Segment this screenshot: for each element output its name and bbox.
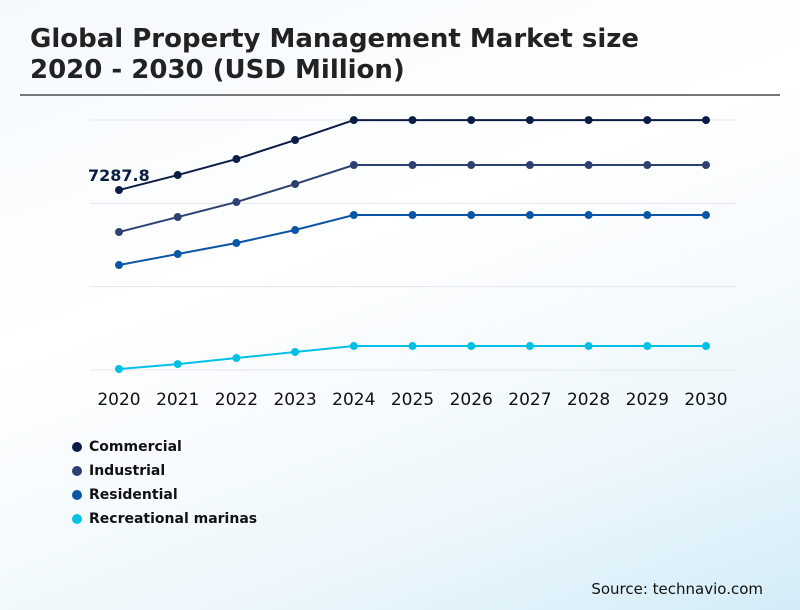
data-point (643, 342, 652, 351)
data-point (584, 342, 593, 351)
data-point (408, 211, 417, 220)
legend-dot-icon (72, 514, 82, 524)
data-point (702, 116, 710, 125)
data-point (115, 261, 123, 270)
data-point (349, 116, 358, 125)
legend-label: Recreational marinas (89, 511, 258, 527)
x-tick-label: 2022 (215, 390, 258, 410)
data-point (525, 161, 534, 170)
data-point (467, 161, 476, 170)
legend-item: Residential (72, 483, 257, 507)
data-point (349, 161, 358, 170)
x-tick-label: 2027 (508, 390, 551, 410)
data-label: 7287.8 (88, 166, 150, 185)
data-point (115, 228, 123, 237)
legend-dot-icon (72, 466, 82, 476)
data-point (643, 116, 652, 125)
data-point (173, 213, 182, 222)
data-point (467, 211, 476, 220)
x-tick-label: 2026 (450, 390, 493, 410)
data-point (584, 161, 593, 170)
data-point (525, 342, 534, 351)
title-divider (20, 94, 780, 96)
legend-label: Commercial (89, 439, 182, 455)
data-point (702, 161, 710, 170)
x-tick-label: 2021 (156, 390, 199, 410)
chart-title: Global Property Management Market size 2… (30, 24, 639, 86)
data-point (232, 198, 241, 207)
data-point (232, 354, 241, 363)
data-point (408, 342, 417, 351)
source-label: Source: technavio.com (591, 580, 763, 598)
title-line-2: 2020 - 2030 (USD Million) (30, 55, 405, 85)
legend-dot-icon (72, 442, 82, 452)
data-point (525, 211, 534, 220)
x-tick-label: 2028 (567, 390, 610, 410)
series-line-industrial (118, 164, 706, 233)
data-point (291, 226, 300, 235)
x-tick-label: 2023 (273, 390, 316, 410)
x-tick-label: 2020 (97, 390, 140, 410)
data-point (349, 211, 358, 220)
data-point (291, 180, 300, 189)
legend-item: Commercial (72, 435, 257, 459)
x-tick-label: 2029 (626, 390, 669, 410)
series-line-commercial (118, 119, 706, 192)
data-point (115, 186, 123, 195)
data-point (702, 342, 710, 351)
data-point (232, 239, 241, 248)
legend-item: Recreational marinas (72, 507, 257, 531)
data-point (643, 161, 652, 170)
x-tick-label: 2025 (391, 390, 434, 410)
legend-dot-icon (72, 490, 82, 500)
x-tick-label: 2024 (332, 390, 375, 410)
data-point (115, 365, 123, 374)
data-point (525, 116, 534, 125)
data-point (467, 342, 476, 351)
data-point (643, 211, 652, 220)
data-point (173, 250, 182, 259)
x-tick-label: 2030 (684, 390, 727, 410)
legend-label: Residential (89, 487, 178, 503)
data-point (408, 161, 417, 170)
data-point (232, 155, 241, 164)
title-line-1: Global Property Management Market size (30, 24, 640, 54)
data-point (173, 171, 182, 180)
data-point (349, 342, 358, 351)
data-point (702, 211, 710, 220)
data-point (584, 116, 593, 125)
series-line-residential (118, 214, 706, 267)
data-point (584, 211, 593, 220)
legend-item: Industrial (72, 459, 257, 483)
legend-label: Industrial (89, 463, 166, 479)
legend: Commercial Industrial Residential Recreatio… (72, 435, 257, 531)
data-point (173, 360, 182, 369)
data-point (408, 116, 417, 125)
data-point (291, 347, 300, 356)
data-point (467, 116, 476, 125)
data-point (291, 136, 300, 145)
